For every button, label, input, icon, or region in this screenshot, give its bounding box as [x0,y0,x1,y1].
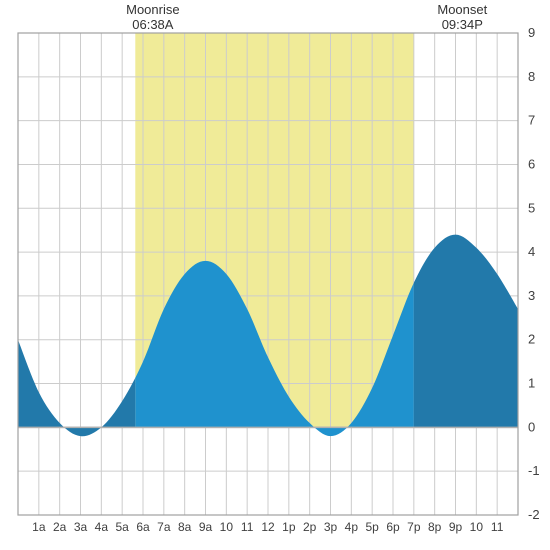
x-tick-label: 6a [136,520,150,534]
x-tick-label: 7a [157,520,171,534]
x-tick-label: 3p [324,520,338,534]
x-tick-label: 10 [220,520,234,534]
y-tick-label: 2 [528,332,535,347]
tide-chart-container: Moonrise 06:38A Moonset 09:34P 1a2a3a4a5… [0,0,550,550]
y-tick-label: 1 [528,376,535,391]
chart-svg-wrap: 1a2a3a4a5a6a7a8a9a1011121p2p3p4p5p6p7p8p… [0,0,550,550]
x-tick-label: 5a [115,520,129,534]
y-tick-label: 0 [528,419,535,434]
x-tick-label: 8a [178,520,192,534]
x-tick-label: 11 [491,520,504,534]
y-tick-label: 6 [528,156,535,171]
y-tick-label: 3 [528,288,535,303]
y-tick-label: -2 [528,507,540,522]
x-tick-label: 7p [407,520,421,534]
x-tick-label: 5p [365,520,379,534]
y-tick-label: 9 [528,25,535,40]
x-tick-label: 1a [32,520,46,534]
y-tick-label: 8 [528,69,535,84]
y-tick-label: 5 [528,200,535,215]
tide-chart-svg: 1a2a3a4a5a6a7a8a9a1011121p2p3p4p5p6p7p8p… [0,0,550,550]
x-tick-label: 6p [386,520,400,534]
x-tick-label: 4p [345,520,359,534]
x-tick-label: 3a [74,520,88,534]
x-tick-label: 11 [241,520,254,534]
x-tick-label: 12 [261,520,275,534]
x-tick-label: 2a [53,520,67,534]
y-tick-label: 4 [528,244,535,259]
x-tick-label: 4a [95,520,109,534]
y-tick-label: -1 [528,463,540,478]
x-tick-label: 2p [303,520,317,534]
x-tick-label: 10 [470,520,484,534]
x-tick-label: 9p [449,520,463,534]
x-tick-label: 9a [199,520,213,534]
x-tick-label: 1p [282,520,296,534]
x-tick-label: 8p [428,520,442,534]
y-tick-label: 7 [528,113,535,128]
